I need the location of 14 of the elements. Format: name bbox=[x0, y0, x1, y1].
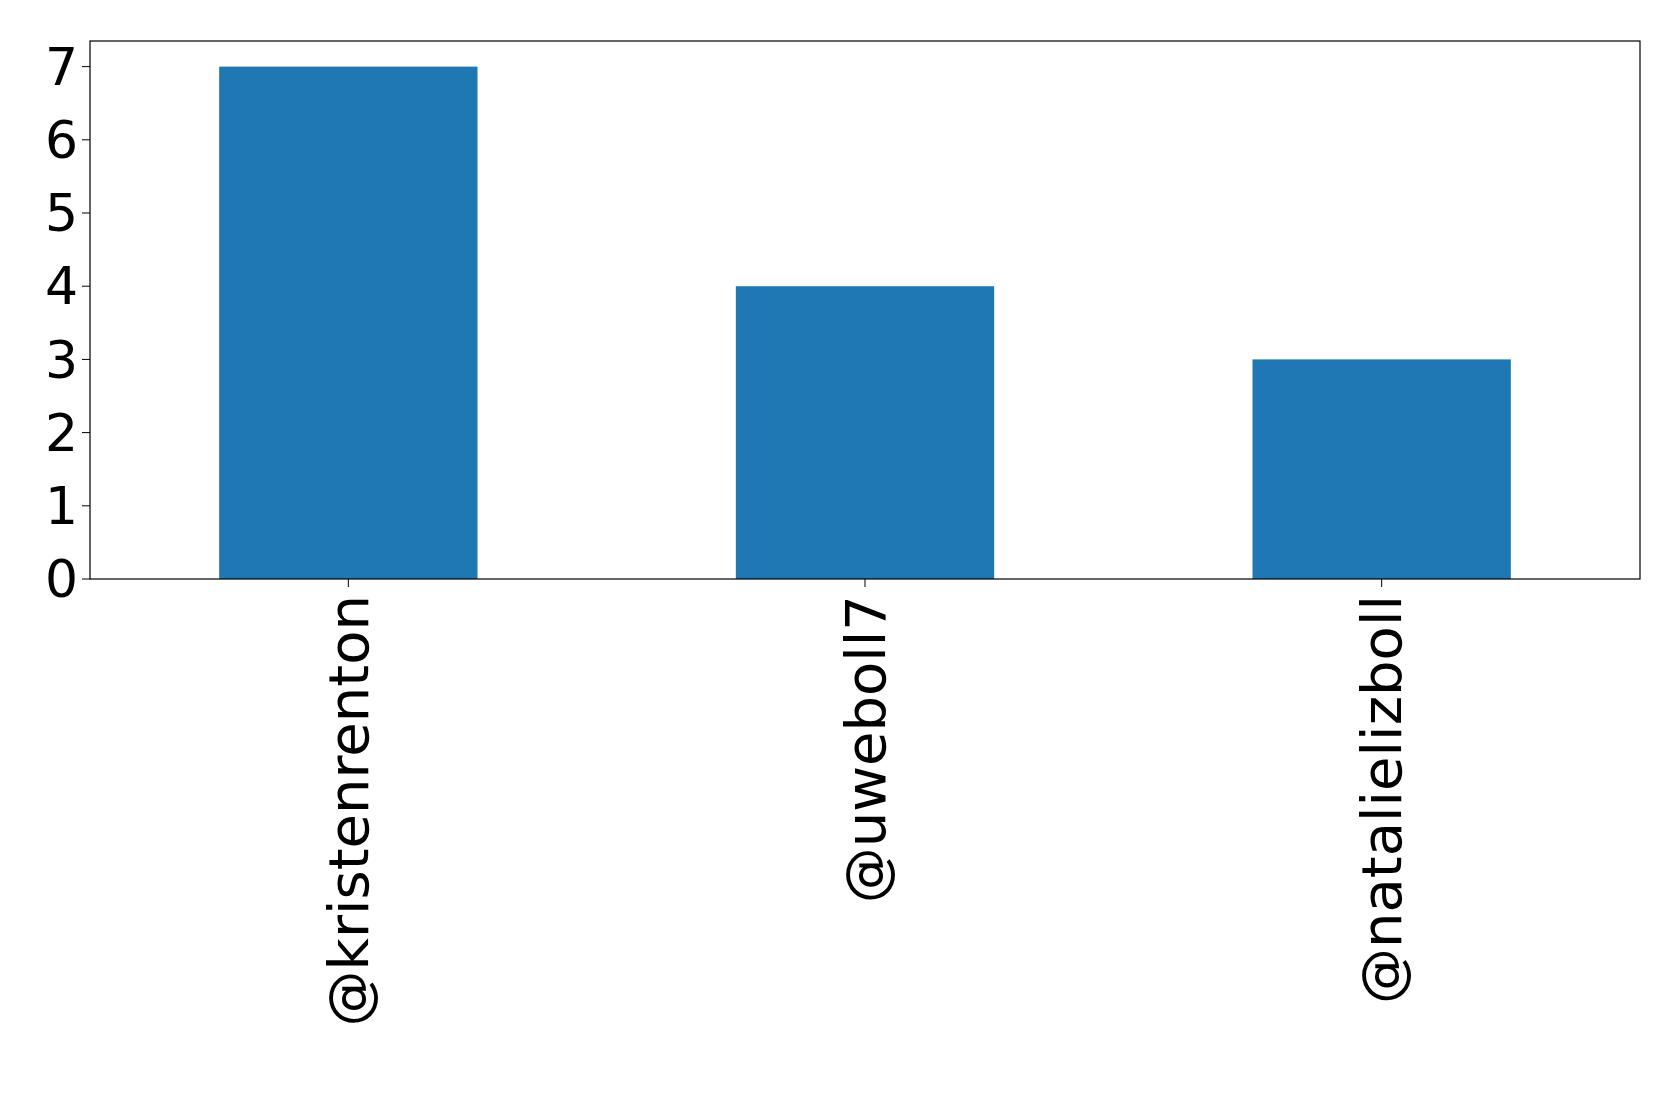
x-tick-label: @uweboll7 bbox=[832, 595, 898, 904]
bar bbox=[219, 66, 478, 579]
x-tick-label: @kristenrenton bbox=[315, 595, 381, 1027]
bar bbox=[1252, 359, 1511, 579]
y-tick-label: 1 bbox=[44, 476, 78, 536]
y-tick-label: 5 bbox=[44, 183, 78, 244]
y-tick-label: 7 bbox=[44, 36, 78, 97]
y-tick-label: 0 bbox=[44, 549, 78, 610]
y-tick-label: 4 bbox=[44, 256, 78, 317]
y-tick-label: 6 bbox=[44, 110, 78, 171]
y-tick-label: 3 bbox=[44, 329, 78, 390]
y-tick-label: 2 bbox=[44, 402, 78, 463]
x-tick-label: @natalielizboll bbox=[1349, 595, 1415, 1005]
bar bbox=[735, 286, 995, 579]
